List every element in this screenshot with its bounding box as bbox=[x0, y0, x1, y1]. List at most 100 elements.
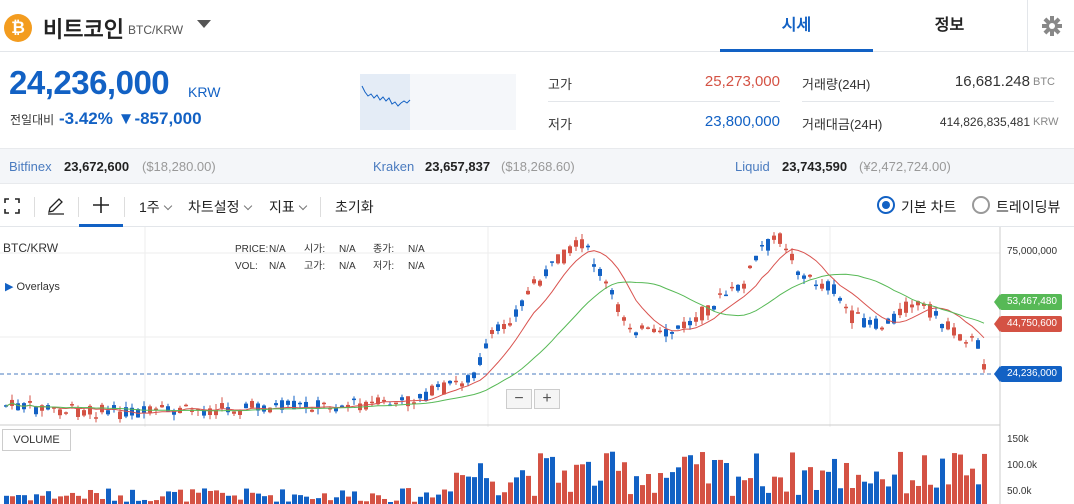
exchange-name[interactable]: Kraken bbox=[373, 159, 415, 174]
crosshair-icon[interactable] bbox=[79, 185, 123, 227]
volume-bar bbox=[904, 493, 909, 504]
period-select[interactable]: 1주 bbox=[139, 197, 172, 217]
exchange-usd: ($18,280.00) bbox=[142, 159, 216, 174]
pencil-icon[interactable] bbox=[46, 197, 66, 215]
candle bbox=[874, 318, 878, 329]
candle bbox=[334, 407, 338, 412]
candle bbox=[604, 281, 608, 284]
tab-price[interactable]: 시세 bbox=[720, 0, 873, 52]
amount-24h-value: 414,826,835,481 bbox=[939, 115, 1030, 129]
volume-bar bbox=[814, 489, 819, 504]
candle bbox=[16, 403, 20, 411]
volume-bar bbox=[538, 453, 543, 504]
volume-bar bbox=[694, 464, 699, 504]
volume-bar bbox=[46, 491, 51, 504]
mini-chart bbox=[360, 74, 516, 130]
volume-bar bbox=[574, 464, 579, 504]
candle bbox=[550, 261, 554, 263]
candle bbox=[298, 402, 302, 405]
candle bbox=[628, 327, 632, 330]
indicator-menu[interactable]: 지표 bbox=[269, 197, 308, 217]
zoom-in-button[interactable]: + bbox=[534, 389, 560, 409]
candle bbox=[880, 327, 884, 330]
volume-bar bbox=[478, 463, 483, 504]
exchange-usd: ($18,268.60) bbox=[501, 159, 575, 174]
exchange-name[interactable]: Bitfinex bbox=[9, 159, 52, 174]
volume-bar bbox=[772, 476, 777, 504]
candle bbox=[460, 383, 464, 387]
volume-bar bbox=[484, 478, 489, 504]
basic-chart-radio[interactable] bbox=[877, 196, 895, 214]
gear-icon[interactable] bbox=[1027, 0, 1074, 52]
ma-short-line bbox=[5, 248, 985, 414]
volume-bar bbox=[688, 455, 693, 504]
down-arrow-icon: ▼ bbox=[117, 109, 135, 128]
volume-bar bbox=[976, 484, 981, 504]
volume-bar bbox=[520, 470, 525, 504]
coin-dropdown-icon[interactable] bbox=[197, 20, 211, 28]
chart-canvas[interactable] bbox=[0, 227, 1074, 504]
candle bbox=[28, 401, 32, 403]
candle bbox=[376, 397, 380, 405]
volume-bar bbox=[268, 495, 273, 504]
volume-bar bbox=[256, 493, 261, 504]
candle bbox=[490, 330, 494, 334]
volume-bar bbox=[232, 495, 237, 504]
exchange-name[interactable]: Liquid bbox=[735, 159, 770, 174]
volume-bar bbox=[706, 483, 711, 504]
candle bbox=[226, 407, 230, 413]
candle bbox=[214, 409, 218, 416]
chart-settings-menu[interactable]: 차트설정 bbox=[188, 197, 252, 217]
volume-bar bbox=[16, 495, 21, 504]
candle bbox=[832, 284, 836, 294]
volume-bar bbox=[736, 476, 741, 504]
candle bbox=[658, 330, 662, 333]
candlestick-chart[interactable]: BTC/KRW ▶ Overlays PRICE:N/A 시가: N/A 종가: N/A… bbox=[0, 227, 1074, 504]
candle bbox=[754, 255, 758, 261]
candle bbox=[664, 329, 668, 337]
candle bbox=[796, 271, 800, 276]
volume-bar bbox=[274, 501, 279, 504]
volume-bar bbox=[604, 453, 609, 504]
volume-bar bbox=[892, 474, 897, 504]
candle bbox=[892, 313, 896, 324]
tab-info[interactable]: 정보 bbox=[934, 17, 965, 34]
basic-chart-label[interactable]: 기본 차트 bbox=[901, 199, 957, 215]
candle bbox=[160, 405, 164, 408]
volume-bar bbox=[424, 492, 429, 504]
candle bbox=[850, 310, 854, 324]
volume-bar bbox=[898, 451, 903, 504]
volume-bar bbox=[502, 492, 507, 504]
ma-short-tag: 44,750,600 bbox=[994, 316, 1062, 332]
candle bbox=[676, 325, 680, 329]
tradingview-label[interactable]: 트레이딩뷰 bbox=[996, 199, 1061, 215]
candle bbox=[70, 404, 74, 406]
candle bbox=[718, 293, 722, 295]
volume-bar bbox=[184, 501, 189, 504]
candle bbox=[574, 240, 578, 247]
volume-bar bbox=[64, 495, 69, 504]
volume-bar bbox=[766, 492, 771, 504]
candle bbox=[496, 324, 500, 331]
fullscreen-icon[interactable] bbox=[4, 198, 20, 214]
candle bbox=[562, 249, 566, 264]
candle bbox=[622, 317, 626, 321]
candle bbox=[304, 401, 308, 408]
candle bbox=[112, 405, 116, 410]
volume-tick: 150k bbox=[1007, 434, 1029, 445]
volume-bar bbox=[316, 498, 321, 504]
candle bbox=[148, 406, 152, 413]
volume-tick: 100.0k bbox=[1007, 460, 1038, 471]
volume-bar bbox=[442, 489, 447, 504]
reset-button[interactable]: 초기화 bbox=[335, 199, 374, 215]
volume-bar bbox=[760, 486, 765, 504]
ma-long-line bbox=[5, 273, 985, 412]
tradingview-radio[interactable] bbox=[972, 196, 990, 214]
candle bbox=[802, 275, 806, 279]
volume-bar bbox=[148, 501, 153, 504]
candle bbox=[844, 306, 848, 309]
candle bbox=[982, 364, 986, 370]
zoom-out-button[interactable]: − bbox=[506, 389, 532, 409]
overlays-toggle[interactable]: ▶ Overlays bbox=[5, 281, 60, 293]
candle bbox=[436, 384, 440, 387]
